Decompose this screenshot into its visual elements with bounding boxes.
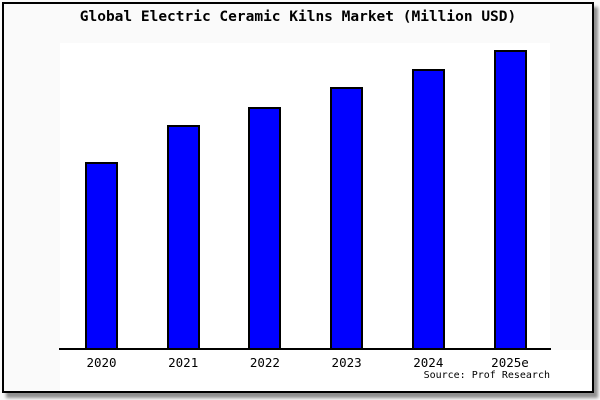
x-tick-2025e: 2025e bbox=[491, 355, 529, 370]
x-tick-2024: 2024 bbox=[413, 355, 444, 370]
bar-2022 bbox=[248, 107, 282, 350]
x-tick-2021: 2021 bbox=[168, 355, 199, 370]
x-tick-2020: 2020 bbox=[86, 355, 117, 370]
plot-area bbox=[60, 43, 550, 350]
bar-2021 bbox=[166, 125, 200, 350]
axis-label-band bbox=[60, 350, 591, 391]
x-axis-labels: 2020 2021 2022 2023 2024 2025e bbox=[4, 4, 592, 391]
bars-layer bbox=[4, 4, 592, 391]
bar-2024 bbox=[411, 69, 445, 350]
source-note: Source: Prof Research bbox=[423, 370, 550, 381]
bar-2025e bbox=[493, 50, 527, 350]
x-tick-2023: 2023 bbox=[331, 355, 362, 370]
bar-2023 bbox=[330, 87, 364, 350]
chart-title: Global Electric Ceramic Kilns Market (Mi… bbox=[79, 9, 517, 25]
chart-frame: 2020 2021 2022 2023 2024 2025e Global Electri… bbox=[2, 2, 594, 393]
x-tick-2022: 2022 bbox=[249, 355, 280, 370]
x-axis-line bbox=[59, 348, 551, 350]
bar-2020 bbox=[85, 162, 118, 350]
